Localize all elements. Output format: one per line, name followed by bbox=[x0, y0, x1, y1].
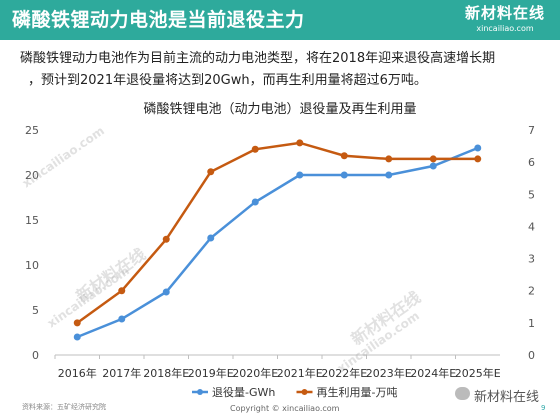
y-right-tick-label: 3 bbox=[528, 253, 535, 266]
y-right-tick-label: 2 bbox=[528, 285, 535, 298]
logo-url: xincailiao.com bbox=[476, 24, 534, 33]
series-point-1 bbox=[296, 171, 304, 179]
x-tick-label: 2018年E bbox=[143, 366, 189, 380]
series-point-2 bbox=[162, 235, 170, 243]
series-point-1 bbox=[474, 144, 482, 152]
description: 磷酸铁锂动力电池作为目前主流的动力电池类型，将在2018年迎来退役高速增长期 ，… bbox=[20, 48, 550, 92]
x-tick-label: 2024年E bbox=[410, 366, 456, 380]
legend-marker-1 bbox=[197, 389, 203, 395]
x-tick-label: 2017年 bbox=[102, 366, 141, 380]
source-note: 资料来源：五矿经济研究院 bbox=[22, 403, 106, 411]
y-right-tick-label: 1 bbox=[528, 317, 535, 330]
y-left-tick-label: 0 bbox=[32, 349, 39, 362]
header-bar: 磷酸铁锂动力电池是当前退役主力 新材料在线 xincailiao.com bbox=[0, 0, 560, 40]
x-tick-label: 2022年E bbox=[321, 366, 367, 380]
y-right-tick-label: 6 bbox=[528, 156, 535, 169]
series-point-2 bbox=[296, 139, 304, 147]
x-tick-label: 2016年 bbox=[58, 366, 97, 380]
y-right-tick-label: 4 bbox=[528, 220, 535, 233]
x-tick-label: 2020年E bbox=[232, 366, 278, 380]
series-line-1 bbox=[76, 146, 479, 339]
y-left-tick-label: 25 bbox=[25, 124, 39, 137]
series-point-2 bbox=[474, 155, 482, 163]
y-right-tick-label: 0 bbox=[528, 349, 535, 362]
legend-label-2: 再生利用量-万吨 bbox=[317, 385, 398, 399]
y-right-tick-label: 5 bbox=[528, 188, 535, 201]
series-line-2 bbox=[76, 141, 478, 324]
series-point-1 bbox=[429, 162, 437, 170]
series-point-2 bbox=[385, 155, 393, 163]
series-point-2 bbox=[251, 145, 259, 153]
series-point-2 bbox=[340, 152, 348, 160]
description-line-1: 磷酸铁锂动力电池作为目前主流的动力电池类型，将在2018年迎来退役高速增长期 bbox=[20, 51, 496, 66]
y-left-tick-label: 15 bbox=[25, 214, 39, 227]
wechat-icon bbox=[455, 387, 470, 400]
y-left-tick-label: 5 bbox=[32, 304, 39, 317]
series-point-1 bbox=[73, 333, 81, 341]
x-tick-label: 2023年E bbox=[366, 366, 412, 380]
y-left-tick-label: 20 bbox=[25, 169, 39, 182]
x-tick-label: 2025年E bbox=[455, 366, 501, 380]
series-point-1 bbox=[251, 198, 259, 206]
logo: 新材料在线 xincailiao.com bbox=[460, 3, 550, 37]
x-tick-label: 2019年E bbox=[188, 366, 234, 380]
series-point-2 bbox=[429, 155, 437, 163]
y-left-tick-label: 10 bbox=[25, 259, 39, 272]
series-point-1 bbox=[340, 171, 348, 179]
x-tick-label: 2021年E bbox=[277, 366, 323, 380]
series-point-1 bbox=[207, 234, 215, 242]
legend-label-1: 退役量-GWh bbox=[212, 385, 275, 399]
series-point-2 bbox=[118, 287, 126, 295]
y-right-tick-label: 7 bbox=[528, 124, 535, 137]
series-point-1 bbox=[385, 171, 393, 179]
copyright: Copyright © xincailiao.com bbox=[230, 404, 340, 413]
series-point-2 bbox=[207, 168, 215, 176]
page-title: 磷酸铁锂动力电池是当前退役主力 bbox=[12, 9, 305, 31]
series-point-1 bbox=[118, 315, 126, 323]
series-point-2 bbox=[73, 319, 81, 327]
legend-marker-2 bbox=[301, 389, 308, 395]
logo-text: 新材料在线 bbox=[464, 4, 545, 22]
series-point-1 bbox=[162, 288, 170, 296]
chart-title: 磷酸铁锂电池（动力电池）退役量及再生利用量 bbox=[143, 102, 417, 117]
description-line-2: ，预计到2021年退役量将达到20Gwh，而再生利用量将超过6万吨。 bbox=[28, 73, 427, 88]
footer-brand: 新材料在线 bbox=[474, 390, 540, 405]
page-number: 9 bbox=[541, 404, 546, 412]
